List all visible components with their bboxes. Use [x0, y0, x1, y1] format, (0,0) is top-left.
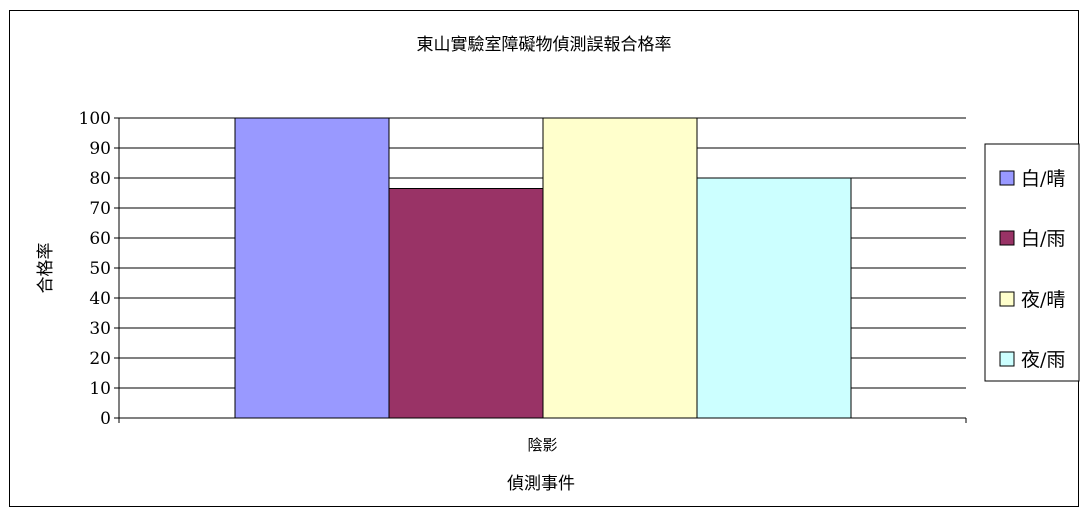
bar: [388, 188, 544, 419]
y-tick-label: 50: [89, 259, 111, 279]
x-tick-labels: 陰影: [527, 436, 557, 454]
axes: [114, 117, 967, 423]
bar: [542, 117, 698, 419]
x-tick-label: 陰影: [527, 436, 557, 454]
legend-swatch: [999, 291, 1015, 307]
bars: [234, 117, 852, 419]
legend-swatch: [999, 230, 1015, 246]
legend-label: 夜/晴: [1021, 289, 1065, 311]
y-tick-label: 40: [89, 289, 111, 309]
y-tick-label: 80: [89, 169, 111, 189]
legend-swatch: [999, 351, 1015, 367]
bar: [234, 117, 390, 419]
legend-swatch: [999, 170, 1015, 186]
legend-label: 白/晴: [1021, 168, 1065, 190]
y-tick-label: 100: [79, 109, 111, 129]
y-tick-label: 60: [89, 229, 111, 249]
legend-label: 白/雨: [1021, 228, 1065, 250]
y-tick-label: 90: [89, 139, 111, 159]
y-axis-label: 合格率: [36, 243, 56, 294]
legend-label: 夜/雨: [1021, 349, 1065, 371]
y-tick-label: 20: [89, 349, 111, 369]
x-axis-label: 偵測事件: [507, 474, 575, 494]
y-tick-label: 30: [89, 319, 111, 339]
y-tick-label: 70: [89, 199, 111, 219]
y-tick-label: 10: [89, 379, 111, 399]
bar: [696, 177, 852, 419]
y-tick-labels: 0 10 20 30 40 50 60 70 80 90 100: [79, 109, 111, 429]
chart-title: 東山實驗室障礙物偵測誤報合格率: [417, 35, 672, 55]
y-tick-label: 0: [100, 409, 111, 429]
legend: 白/晴白/雨夜/晴夜/雨: [984, 143, 1080, 382]
